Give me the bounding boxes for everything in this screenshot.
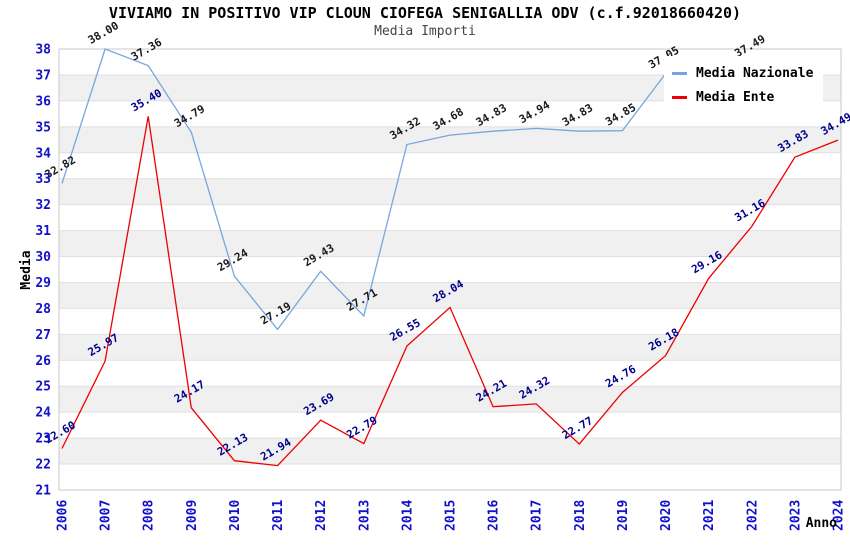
x-tick-label: 2019 <box>616 500 631 531</box>
data-label: 34.83 <box>474 101 509 129</box>
x-tick-label: 2006 <box>56 500 71 531</box>
plot-band <box>59 334 841 361</box>
x-tick-label: 2022 <box>745 500 760 531</box>
y-tick-label: 33 <box>35 172 51 187</box>
chart-title: VIVIAMO IN POSITIVO VIP CLOUN CIOFEGA SE… <box>108 4 742 22</box>
x-tick-label: 2010 <box>228 500 243 531</box>
series-line-media-ente <box>61 116 839 467</box>
y-tick-label: 21 <box>35 484 51 499</box>
legend-swatch-icon <box>672 71 687 75</box>
x-tick-label: 2016 <box>487 500 502 531</box>
y-tick-label: 32 <box>35 198 51 213</box>
legend-item-media-nazionale: Media Nazionale <box>672 61 813 85</box>
x-tick-label: 2021 <box>702 500 717 531</box>
series-line-media-nazionale <box>61 48 752 331</box>
x-tick-label: 2014 <box>400 500 415 531</box>
legend-item-media-ente: Media Ente <box>672 85 813 109</box>
data-label: 34.94 <box>517 98 553 126</box>
x-tick-label: 2018 <box>573 500 588 531</box>
data-label: 22.79 <box>344 414 379 442</box>
plot-band <box>59 126 841 153</box>
legend-label: Media Nazionale <box>696 65 814 81</box>
y-tick-label: 25 <box>35 380 51 395</box>
plot-band <box>59 438 841 465</box>
y-tick-label: 37 <box>35 68 51 83</box>
x-tick-label: 2012 <box>314 500 329 531</box>
x-tick-label: 2015 <box>444 500 459 531</box>
x-tick-label: 2007 <box>99 500 114 531</box>
plot-band <box>59 282 841 309</box>
y-tick-label: 30 <box>35 250 51 265</box>
data-label: 34.83 <box>560 101 595 129</box>
y-tick-label: 26 <box>35 354 51 369</box>
x-tick-label: 2011 <box>271 500 286 531</box>
data-label: 38.00 <box>86 19 121 47</box>
x-tick-label: 2009 <box>185 500 200 531</box>
data-label: 34.85 <box>603 101 638 129</box>
x-tick-label: 2024 <box>832 500 847 531</box>
plot-border <box>58 48 842 491</box>
plot-band <box>59 178 841 205</box>
y-tick-label: 28 <box>35 302 51 317</box>
x-tick-label: 2017 <box>530 500 545 531</box>
y-tick-label: 22 <box>35 458 51 473</box>
y-tick-label: 23 <box>35 432 51 447</box>
x-axis-title: Anno <box>806 516 837 531</box>
y-tick-label: 27 <box>35 328 51 343</box>
y-tick-label: 29 <box>35 276 51 291</box>
y-tick-label: 35 <box>35 120 51 135</box>
x-tick-label: 2008 <box>142 500 157 531</box>
chart-subtitle: Media Importi <box>374 24 476 39</box>
legend-swatch-icon <box>672 95 687 99</box>
y-tick-label: 34 <box>35 146 51 161</box>
y-tick-label: 24 <box>35 406 51 421</box>
y-axis-title: Media <box>19 250 34 289</box>
data-label: 37.36 <box>129 35 165 63</box>
x-tick-label: 2013 <box>357 500 372 531</box>
data-label: 34.79 <box>172 102 207 130</box>
y-tick-label: 31 <box>35 224 51 239</box>
plot-band <box>59 230 841 257</box>
x-tick-label: 2020 <box>659 500 674 531</box>
legend: Media Nazionale Media Ente <box>664 56 824 115</box>
y-tick-label: 36 <box>35 94 51 109</box>
y-tick-label: 38 <box>35 43 51 58</box>
legend-label: Media Ente <box>696 89 775 105</box>
x-tick-label: 2023 <box>788 500 803 531</box>
